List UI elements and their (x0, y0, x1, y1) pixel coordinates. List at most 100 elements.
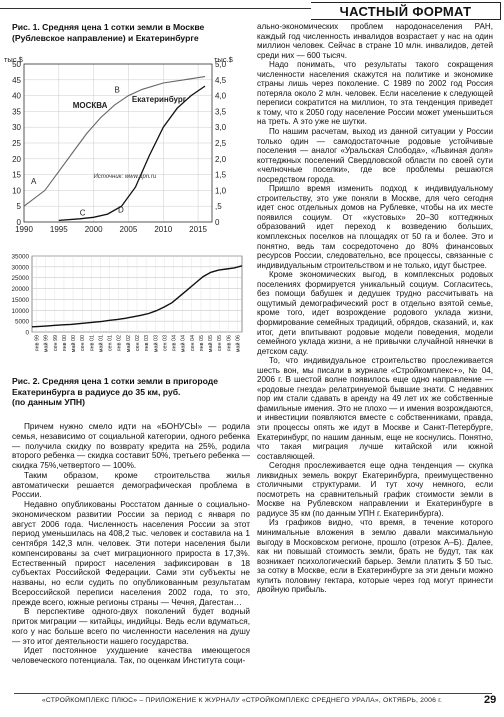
chart1-x-tick-label: 2010 (154, 225, 172, 234)
chart2-x-tick-label: янв 99 (35, 335, 41, 351)
chart2-x-tick-label: янв 03 (144, 335, 150, 351)
chart2-y-tick-label: 10000 (11, 308, 29, 315)
moscow-series-label: МОСКВА (73, 101, 108, 110)
chart1-point-label-B: B (115, 85, 120, 94)
ekb-series-line (58, 85, 206, 222)
chart2-x-tick-label: янв 02 (117, 335, 123, 351)
chart2-x-tick-label: май 06 (234, 335, 241, 352)
chart2-x-tick-label: янв 06 (226, 335, 232, 351)
header-rule (0, 8, 311, 9)
chart1-left-tick-label: 20 (12, 155, 21, 164)
footer-rule (14, 693, 492, 694)
chart2-series-line (31, 265, 243, 328)
chart2-x-tick-label: янв 01 (89, 335, 95, 351)
chart2-x-tick-label: сен 05 (217, 335, 223, 351)
chart1-right-tick-label: 2,5 (215, 139, 227, 148)
chart2-x-tick-label: май 04 (180, 335, 187, 352)
chart2-x-tick-label: сен 02 (135, 335, 141, 351)
chart1-x-tick-label: 2015 (189, 225, 207, 234)
chart1-right-tick-label: 3,0 (215, 123, 227, 132)
chart1-right-tick-label: ,5 (215, 202, 222, 211)
chart1-right-axis-label: тыс.$ (214, 55, 234, 64)
chart2-x-tick-label: сен 04 (190, 335, 196, 351)
chart1-left-tick-label: 50 (12, 60, 21, 69)
chart2-x-tick-label: май 01 (97, 335, 104, 352)
chart2-y-tick-label: 5000 (15, 319, 30, 326)
left-paragraph-5: Идет постоянное ухудшение качества имеющ… (12, 646, 250, 665)
chart2-x-tick-label: сен 99 (53, 335, 59, 351)
chart2-x-tick-label: янв 00 (62, 335, 68, 351)
right-paragraph-1: ально-экономических проблем народонаселе… (257, 22, 493, 60)
right-paragraph-7: Сегодня прослеживается еще одна тенденци… (257, 461, 493, 518)
figure1-caption-line2: (Рублевское направление) и Екатеринбурге (12, 32, 199, 43)
chart1-left-tick-label: 10 (12, 186, 21, 195)
chart1-right-tick-label: 3,5 (215, 107, 227, 116)
chart2-x-tick-label: май 99 (43, 335, 50, 352)
left-paragraph-1: Причем нужно смело идти на «БОНУСЫ» — ро… (12, 422, 250, 470)
chart2-x-tick-label: май 02 (125, 335, 132, 352)
right-paragraph-8: Из графиков видно, что время, в течение … (257, 518, 493, 595)
chart1-right-tick-label: 2,0 (215, 155, 227, 164)
chart2-y-tick-label: 0 (25, 330, 29, 337)
chart2-x-tick-label: сен 00 (80, 335, 86, 351)
chart2-x-tick-label: май 03 (152, 335, 159, 352)
chart2-y-tick-label: 25000 (11, 275, 29, 282)
right-paragraph-5: Кроме экономических выгод, в комплексных… (257, 270, 493, 356)
chart2-x-tick-label: май 05 (207, 335, 214, 352)
chart1-x-tick-label: 2005 (120, 225, 138, 234)
page-number: 29 (484, 694, 497, 706)
chart2-y-tick-label: 30000 (11, 264, 29, 271)
left-paragraph-3: Недавно опубликованы Росстатом данные о … (12, 500, 250, 607)
chart1-left-tick-label: 25 (12, 139, 21, 148)
chart1-right-tick-label: 4,0 (215, 92, 227, 101)
right-paragraph-2: Надо понимать, что результаты такого сок… (257, 60, 493, 127)
chart2-y-tick-label: 35000 (11, 254, 29, 261)
figure1-caption-line1: Рис. 1. Средняя цена 1 сотки земли в Мос… (12, 22, 205, 32)
chart2-x-tick-label: сен 01 (108, 335, 114, 351)
left-paragraph-4: В перспективе одного-двух поколений буде… (12, 607, 250, 646)
figure2-caption-line1: Рис. 2. Средняя цена 1 сотки земли в при… (12, 376, 219, 386)
chart1-left-tick-label: 35 (12, 107, 21, 116)
chart1-left-tick-label: 45 (12, 76, 21, 85)
chart2-x-tick-label: май 00 (70, 335, 77, 352)
chart2-x-tick-label: янв 05 (199, 335, 205, 351)
right-paragraph-3: По нашим расчетам, выход из данной ситуа… (257, 127, 493, 184)
chart2-x-tick-label: янв 04 (172, 335, 178, 351)
right-paragraph-4: Пришло время изменить подход к индивидуа… (257, 184, 493, 270)
chart1-right-tick-label: 1,5 (215, 171, 227, 180)
chart2-y-tick-label: 15000 (11, 297, 29, 304)
chart1-right-tick-label: 4,5 (215, 76, 227, 85)
left-column: Причем нужно смело идти на «БОНУСЫ» — ро… (12, 422, 250, 666)
chart1-right-tick-label: 0 (215, 218, 220, 227)
chart1-x-tick-label: 1990 (15, 225, 33, 234)
moscow-series-line (23, 76, 206, 207)
ekb-series-label: Екатеринбург (132, 95, 187, 104)
figure1-caption: Рис. 1. Средняя цена 1 сотки земли в Мос… (12, 22, 262, 43)
footer-text: «СТРОЙКОМПЛЕКС ПЛЮС» – ПРИЛОЖЕНИЕ К ЖУРН… (41, 697, 443, 704)
chart1-x-tick-label: 1995 (50, 225, 68, 234)
chart1-x-tick-label: 2000 (85, 225, 103, 234)
chart1-right-tick-label: 5,0 (215, 60, 227, 69)
chart1-left-tick-label: 15 (12, 171, 21, 180)
right-column: ально-экономических проблем народонаселе… (257, 22, 493, 595)
chart1-frame (23, 63, 213, 223)
chart1-left-tick-label: 30 (12, 123, 21, 132)
chart1-point-label-C: C (80, 209, 86, 218)
chart1-left-tick-label: 5 (17, 202, 22, 211)
chart2-y-tick-label: 20000 (11, 286, 29, 293)
chart1-point-label-D: D (118, 206, 124, 215)
left-paragraph-2: Таким образом, кроме строительства жилья… (12, 470, 250, 500)
chart2-ekb-suburb: 0 5000 10000 15000 20000 25000 30000 35000 янв 9… (11, 254, 243, 352)
section-header: ЧАСТНЫЙ ФОРМАТ (311, 2, 501, 20)
figure2-caption-line2: Екатеринбурга в радиусе до 35 км, руб. (12, 386, 181, 397)
chart1-moscow-ekb: 0 5 10 15 20 25 30 35 40 45 50 0 ,5 1,0 1,5 2,0 2,5 3,0 3,… (4, 55, 234, 234)
section-title: ЧАСТНЫЙ ФОРМАТ (339, 3, 472, 19)
chart1-point-label-A: A (31, 177, 37, 186)
figure2-caption-line3: (по данным УПН) (12, 397, 85, 408)
chart1-source: Источник: www.upn.ru (94, 174, 157, 180)
chart1-left-tick-label: 0 (17, 218, 22, 227)
chart1-right-tick-label: 1,0 (215, 186, 227, 195)
right-paragraph-6: То, что индивидуальное строительство про… (257, 356, 493, 461)
figure2-caption: Рис. 2. Средняя цена 1 сотки земли в при… (12, 376, 252, 408)
chart2-x-tick-label: сен 03 (162, 335, 168, 351)
